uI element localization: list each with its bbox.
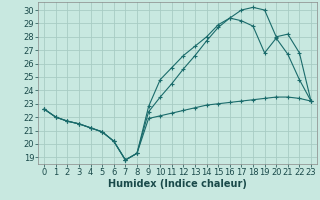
X-axis label: Humidex (Indice chaleur): Humidex (Indice chaleur) <box>108 179 247 189</box>
